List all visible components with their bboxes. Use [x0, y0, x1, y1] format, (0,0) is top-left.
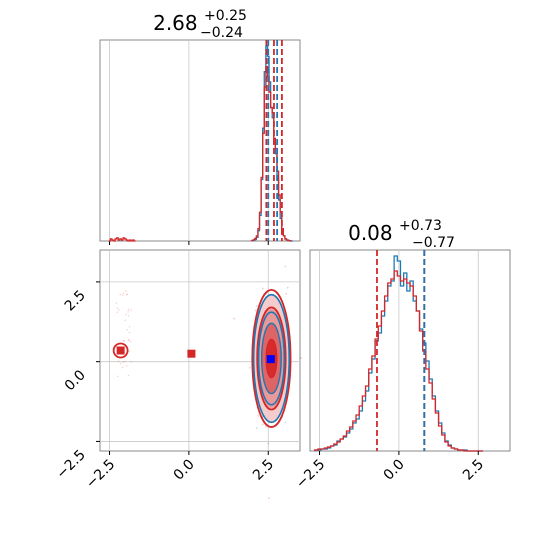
contour-y-tick-label-1: 0.0 [62, 367, 89, 394]
hist-param-1-x-tick-label-1: 0.0 [381, 457, 408, 484]
title-param-1-median: 0.08 [348, 221, 393, 245]
scatter-point [130, 309, 132, 311]
scatter-point [233, 317, 235, 320]
panel-hist-param-0: 2.68 +0.25 −0.24 [99, 8, 301, 245]
contour-x-tick-label-1: 0.0 [171, 457, 198, 484]
scatter-point [257, 415, 260, 417]
scatter-point [127, 374, 130, 377]
panel-contour: −2.5 0.0 2.5 −2.5 0.0 2.5 [53, 249, 302, 500]
contour-x-tick-label-0: −2.5 [83, 457, 118, 492]
contour-line-0 [251, 288, 292, 428]
scatter-point [125, 290, 127, 293]
title-param-1: 0.08 +0.73 [348, 218, 442, 245]
contour-line-3 [257, 311, 286, 406]
scatter-point [118, 309, 120, 312]
scatter-point [122, 292, 125, 295]
scatter-point [299, 357, 302, 359]
panel-contour-y-ticks: −2.5 0.0 2.5 [53, 281, 100, 482]
scatter-point [267, 497, 270, 500]
scatter-point [127, 314, 130, 317]
scatter-point [286, 286, 289, 289]
title-param-0: 2.68 +0.25 [153, 8, 247, 35]
marker-square-2 [266, 355, 275, 364]
contour-line-4 [260, 322, 282, 395]
scatter-point [255, 305, 258, 307]
scatter-point [124, 346, 126, 349]
scatter-point [117, 360, 120, 362]
panel-hist-param-1-series [314, 255, 484, 452]
title-param-1-minus: −0.77 [412, 235, 455, 251]
scatter-point [122, 340, 125, 342]
scatter-point [126, 328, 128, 331]
scatter-point [115, 302, 118, 305]
scatter-point [284, 265, 287, 268]
panel-hist-param-1-frame [309, 249, 511, 452]
scatter-point [125, 293, 128, 296]
scatter-point [127, 308, 130, 311]
contour-line-2 [256, 306, 287, 411]
scatter-point [130, 360, 133, 363]
scatter-point [127, 339, 130, 342]
scatter-point [265, 425, 267, 428]
scatter-point [119, 362, 122, 365]
title-param-0-median: 2.68 [153, 11, 198, 35]
scatter-point [123, 339, 125, 342]
panel-hist-param-0-frame [99, 39, 301, 242]
scatter-point [128, 339, 130, 341]
scatter-point [126, 364, 128, 367]
scatter-point [248, 366, 251, 369]
secondary-mode-contour [112, 342, 129, 359]
marker-square-0 [116, 346, 125, 355]
panel-hist-param-1-quantiles [376, 250, 426, 451]
contour-y-tick-label-0: −2.5 [53, 447, 88, 482]
panel-hist-param-1-x-ticks: −2.5 0.0 2.5 [293, 451, 487, 492]
scatter-point [124, 319, 126, 322]
contour-x-tick-label-2: 2.5 [250, 457, 277, 484]
hist-param-1-x-tick-label-2: 2.5 [460, 457, 487, 484]
scatter-point [129, 340, 132, 343]
scatter-point [261, 287, 264, 290]
panel-contour-markers [116, 346, 275, 364]
scatter-point [254, 309, 257, 312]
scatter-point [119, 293, 122, 296]
title-param-1-plus: +0.73 [399, 218, 442, 234]
scatter-point [128, 350, 131, 353]
title-param-0-minus: −0.24 [200, 25, 243, 41]
panel-hist-param-0-quantiles [265, 40, 283, 241]
hist-param-0-series-1-step [250, 65, 292, 242]
scatter-point [285, 292, 288, 295]
hist-param-1-series-1-step [314, 270, 484, 452]
scatter-point [116, 311, 119, 314]
scatter-point [116, 307, 119, 309]
scatter-point [261, 423, 264, 426]
scatter-point [127, 311, 129, 313]
hist-param-0-series-1-step [108, 237, 136, 242]
scatter-point [125, 313, 127, 316]
scatter-point [122, 361, 124, 364]
scatter-point [121, 294, 124, 297]
panel-contour-x-ticks: −2.5 0.0 2.5 [83, 451, 277, 492]
contour-line-5 [265, 338, 278, 379]
hist-param-1-x-tick-label-0: −2.5 [293, 457, 328, 492]
scatter-point [128, 325, 131, 328]
contour-line-1 [252, 293, 291, 424]
scatter-point [267, 442, 270, 445]
scatter-point [121, 366, 124, 369]
contour-y-tick-label-2: 2.5 [62, 287, 89, 314]
title-param-0-plus: +0.25 [204, 8, 247, 24]
marker-square-1 [187, 349, 196, 358]
panel-hist-param-1: −2.5 0.0 2.5 0.08 +0.73 −0.77 [293, 218, 511, 492]
panel-hist-param-0-series [108, 45, 293, 242]
panel-hist-param-1-grid [319, 250, 479, 451]
scatter-point [124, 360, 126, 363]
scatter-point [117, 375, 119, 378]
scatter-point [284, 421, 287, 424]
scatter-point [255, 427, 258, 429]
scatter-point [126, 293, 129, 296]
scatter-point [128, 331, 131, 334]
